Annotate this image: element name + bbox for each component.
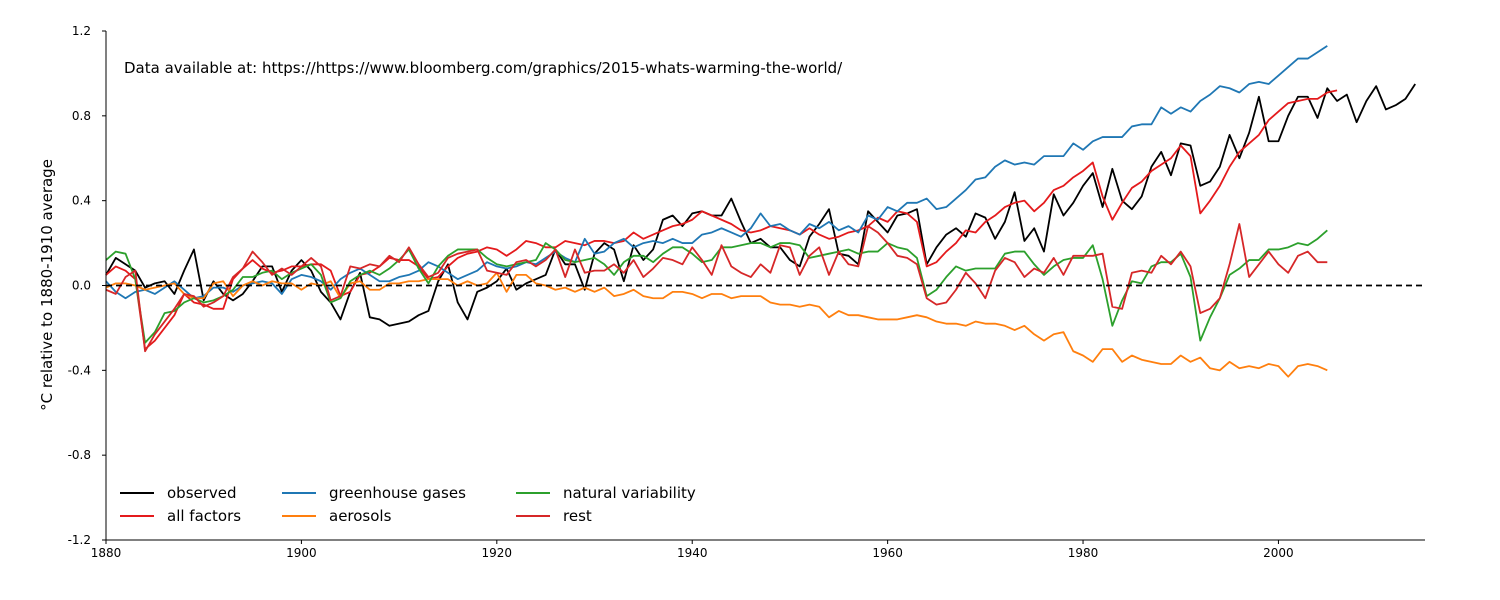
- legend-item-observed: observed: [120, 484, 237, 502]
- series-line-all-factors: [105, 89, 1338, 351]
- x-tick-label: 1880: [91, 546, 122, 560]
- y-axis-label: °C relative to 1880-1910 average: [38, 159, 56, 411]
- y-tick-label: -0.8: [68, 448, 91, 462]
- y-tick-label: -1.2: [68, 533, 91, 547]
- y-tick-label: 0.0: [72, 279, 91, 293]
- legend-label: natural variability: [563, 484, 696, 502]
- series-line-greenhouse-gases: [105, 45, 1328, 300]
- x-tick-label: 1940: [677, 546, 708, 560]
- x-tick-label: 2000: [1263, 546, 1294, 560]
- y-tick-label: 0.4: [72, 194, 91, 208]
- legend-label: greenhouse gases: [329, 484, 466, 502]
- y-tick-label: -0.4: [68, 363, 91, 377]
- legend-label: all factors: [167, 507, 241, 525]
- legend-label: aerosols: [329, 507, 392, 525]
- series-line-natural-variability: [105, 229, 1328, 344]
- series-line-aerosols: [105, 271, 1328, 378]
- x-tick-label: 1960: [872, 546, 903, 560]
- axis-ticks: 1880 1900 1920 1940 1960 1980 2000 -1.2 -0.8 -0.4…: [68, 24, 1294, 560]
- x-tick-label: 1920: [482, 546, 513, 560]
- legend-item-greenhouse-gases: greenhouse gases: [282, 484, 466, 502]
- series-line-rest: [105, 223, 1328, 353]
- series-line-observed: [105, 83, 1416, 327]
- plot-lines: [105, 45, 1416, 378]
- x-tick-label: 1980: [1068, 546, 1099, 560]
- legend-item-natural-variability: natural variability: [516, 484, 696, 502]
- legend: observed all factors greenhouse gases aeros…: [120, 484, 696, 525]
- y-tick-label: 0.8: [72, 109, 91, 123]
- x-tick-label: 1900: [286, 546, 317, 560]
- legend-item-rest: rest: [516, 507, 592, 525]
- legend-label: observed: [167, 484, 237, 502]
- legend-label: rest: [563, 507, 592, 525]
- legend-item-all-factors: all factors: [120, 507, 241, 525]
- data-source-annotation: Data available at: https://https://www.b…: [124, 59, 843, 77]
- legend-item-aerosols: aerosols: [282, 507, 392, 525]
- y-tick-label: 1.2: [72, 24, 91, 38]
